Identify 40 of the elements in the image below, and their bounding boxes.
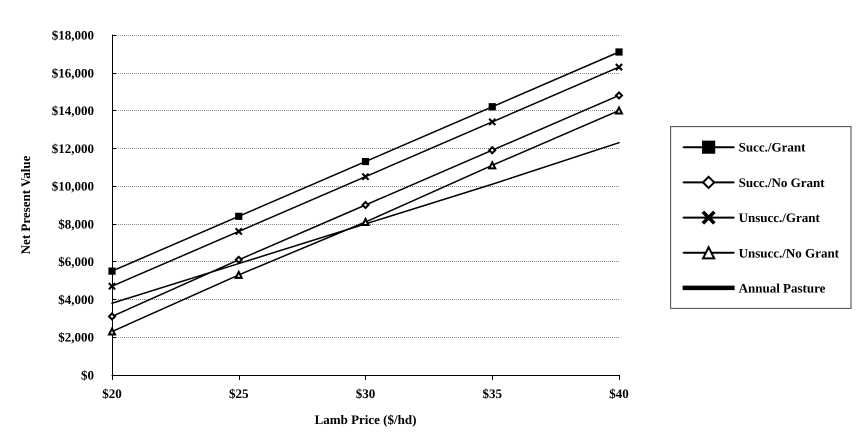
point [234, 270, 243, 279]
point [362, 173, 370, 180]
x-tick-label: $30 [356, 386, 376, 401]
x-tick-label: $40 [609, 386, 629, 401]
point [108, 312, 116, 320]
y-tick-label: $12,000 [52, 140, 94, 156]
y-tick-label: $18,000 [52, 28, 94, 42]
y-tick-label: $14,000 [52, 103, 94, 118]
point [108, 268, 116, 275]
point [488, 103, 496, 110]
y-tick-label: $0 [81, 368, 94, 382]
legend-label: Unsucc./No Grant [738, 245, 840, 260]
point [488, 161, 496, 170]
legend-label: Succ./Grant [738, 140, 806, 155]
point [234, 256, 243, 264]
y-tick-label: $2,000 [58, 330, 94, 345]
x-tick-label: $35 [482, 386, 502, 401]
y-tick-label: $16,000 [52, 65, 94, 80]
point [615, 91, 623, 100]
point [235, 212, 242, 220]
legend-label: Annual Pasture [738, 280, 826, 296]
x-tick-label: $20 [102, 386, 122, 401]
point [362, 158, 370, 166]
y-tick-label: $8,000 [58, 216, 94, 232]
y-tick-label: $10,000 [52, 178, 94, 194]
x-axis-title: Lamb Price ($/hd) [314, 412, 416, 427]
point [362, 201, 370, 209]
y-tick-label: $6,000 [58, 254, 94, 270]
point [108, 282, 116, 290]
point [615, 106, 623, 115]
y-axis-title: Net Present Value [18, 155, 33, 254]
x-tick-label: $25 [229, 386, 249, 401]
point [488, 146, 496, 154]
point [235, 228, 242, 236]
legend-label: Succ./No Grant [738, 174, 826, 190]
point [615, 64, 623, 71]
y-tick-label: $4,000 [58, 292, 94, 307]
point [615, 48, 623, 56]
legend-label: Unsucc./Grant [738, 210, 821, 226]
point [488, 118, 496, 126]
